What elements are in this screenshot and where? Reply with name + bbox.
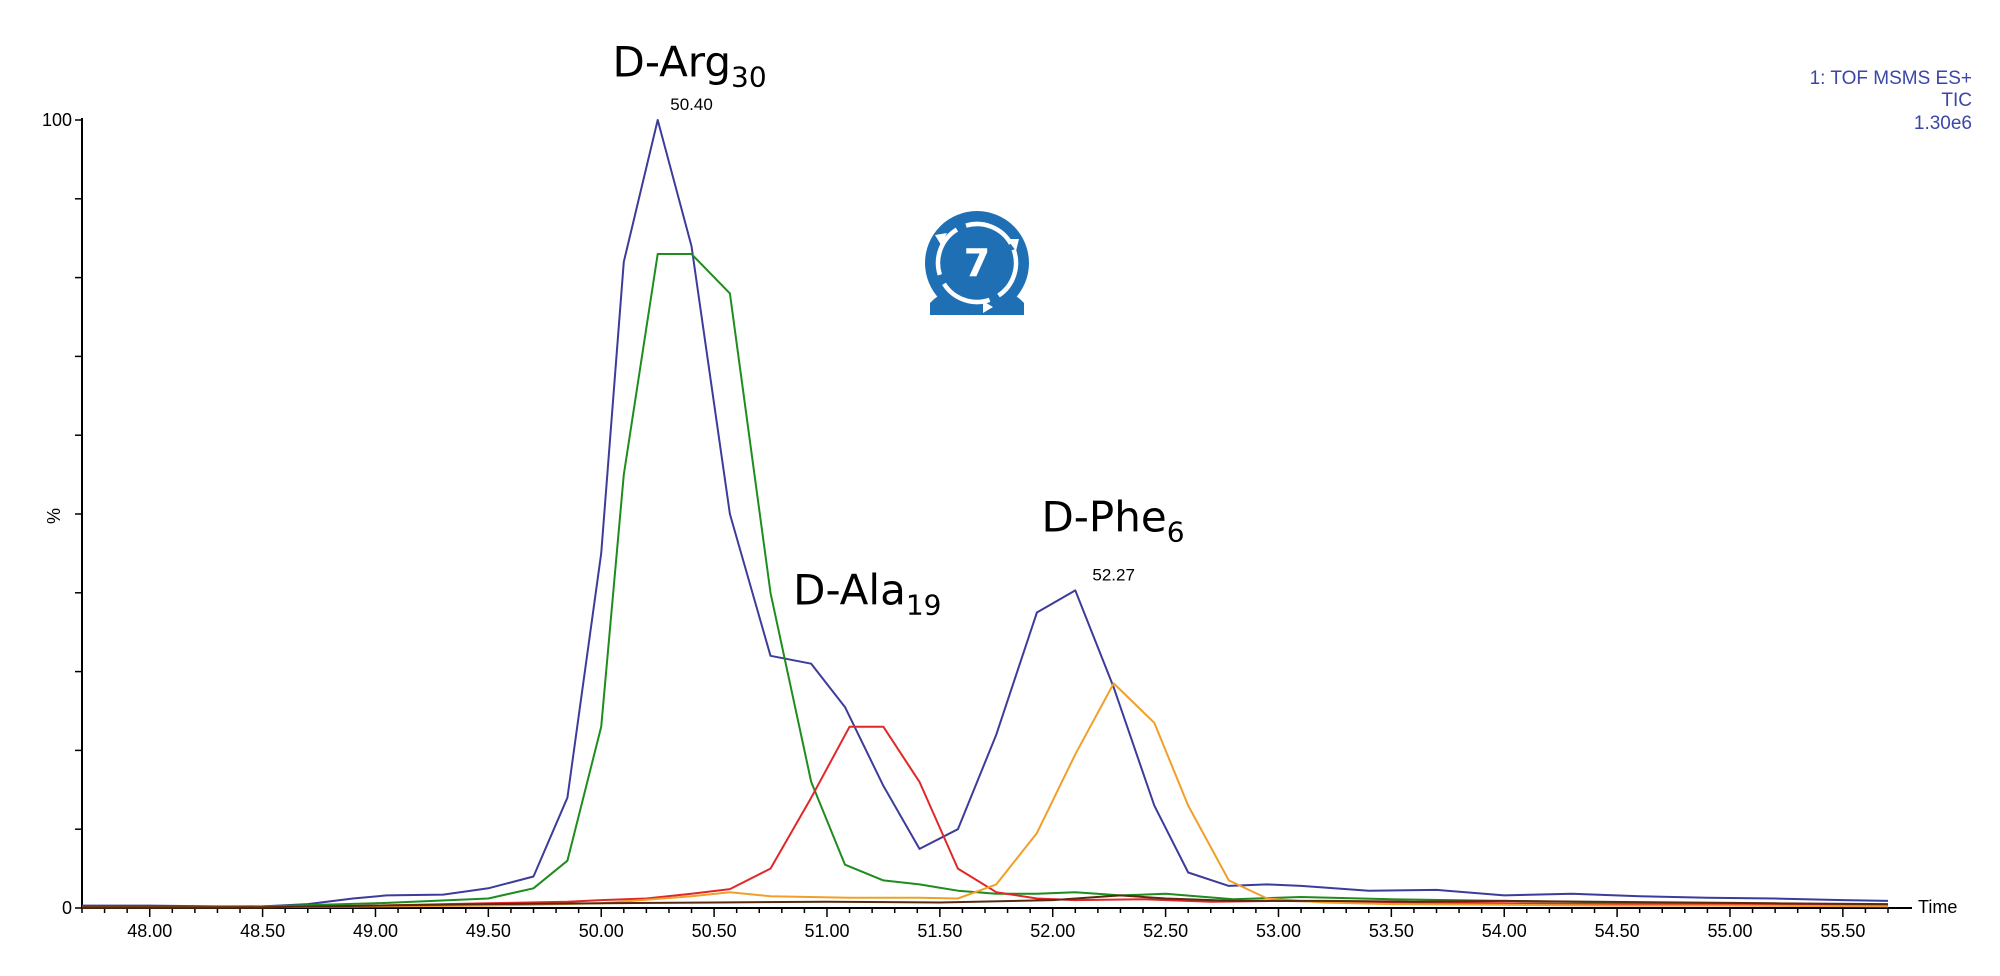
labels-layer: 50.40 52.27 D-Arg30 D-Ala19 D-Phe6 (613, 38, 1185, 622)
badge-number: 7 (964, 241, 990, 285)
info-block: 1: TOF MSMS ES+ TIC 1.30e6 (1810, 68, 1972, 134)
series-line-5 (82, 894, 1889, 909)
compound-annotation: D-Phe6 (1041, 492, 1184, 548)
x-tick-label: 48.00 (127, 921, 172, 941)
x-axis-label: Time (1918, 897, 1957, 917)
x-tick-label: 50.00 (579, 921, 624, 941)
series-line-4 (82, 682, 1889, 909)
x-tick-label: 51.00 (804, 921, 849, 941)
series-line-2 (81, 253, 1888, 909)
x-tick-label: 52.50 (1143, 921, 1188, 941)
peak-label: 52.27 (1092, 565, 1135, 584)
info-line-2: TIC (1941, 90, 1972, 111)
x-tick-label: 49.50 (466, 921, 511, 941)
x-tick-label: 55.50 (1820, 921, 1865, 941)
x-tick-label: 54.00 (1482, 921, 1527, 941)
x-tick-label: 52.00 (1030, 921, 1075, 941)
peak-label: 50.40 (670, 95, 713, 114)
series-line-3 (82, 725, 1888, 909)
y-tick-label: 0 (62, 898, 72, 918)
y-tick-label: 100 (42, 110, 72, 130)
x-tick-label: 54.50 (1595, 921, 1640, 941)
x-tick-label: 55.00 (1707, 921, 1752, 941)
info-line-3: 1.30e6 (1914, 113, 1972, 134)
compound-annotation: D-Arg30 (613, 38, 767, 94)
x-tick-label: 49.00 (353, 921, 398, 941)
x-tick-label: 53.00 (1256, 921, 1301, 941)
series-line-1 (82, 119, 1889, 908)
x-tick-label: 53.50 (1369, 921, 1414, 941)
axes: 48.00 48.50 49.00 49.50 50.00 50.50 51.00 51.50… (42, 110, 1912, 941)
x-tick-label: 50.50 (692, 921, 737, 941)
x-tick-label: 51.50 (917, 921, 962, 941)
info-line-1: 1: TOF MSMS ES+ (1810, 68, 1972, 89)
compound-annotation: D-Ala19 (793, 566, 941, 622)
y-axis-label: % (44, 508, 64, 524)
series-layer (81, 119, 1889, 909)
cycle-count-badge-icon: 7 (925, 211, 1029, 315)
x-tick-label: 48.50 (240, 921, 285, 941)
